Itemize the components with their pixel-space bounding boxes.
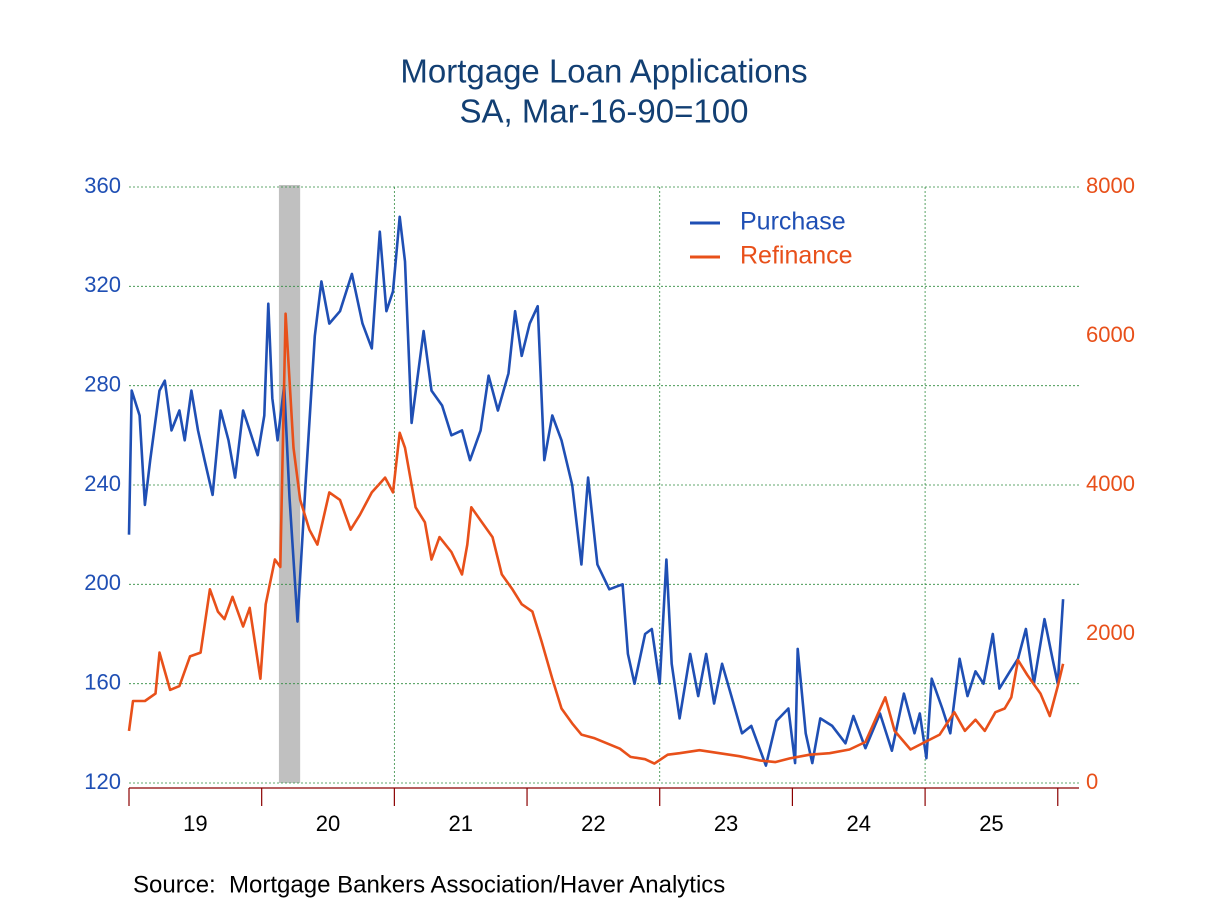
chart-subtitle: SA, Mar-16-90=100 — [460, 93, 749, 130]
x-tick-label: 22 — [581, 811, 605, 836]
x-tick-label: 19 — [183, 811, 207, 836]
y-tick-label: 360 — [84, 173, 121, 198]
y2-tick-label: 4000 — [1086, 471, 1135, 496]
x-tick-label: 25 — [979, 811, 1003, 836]
y-tick-label: 280 — [84, 371, 121, 396]
y2-tick-label: 8000 — [1086, 173, 1135, 198]
y-tick-label: 160 — [84, 669, 121, 694]
x-tick-label: 20 — [316, 811, 340, 836]
y2-tick-label: 0 — [1086, 769, 1098, 794]
data-line — [127, 215, 1065, 767]
x-tick-label: 24 — [847, 811, 871, 836]
legend-label: Refinance — [740, 242, 853, 270]
data-line — [127, 312, 1065, 765]
source-note: Source: Mortgage Bankers Association/Hav… — [133, 871, 725, 898]
y-tick-label: 320 — [84, 272, 121, 297]
chart-title: Mortgage Loan Applications — [400, 53, 807, 90]
x-tick-label: 21 — [448, 811, 472, 836]
y-tick-label: 240 — [84, 471, 121, 496]
y2-tick-label: 6000 — [1086, 322, 1135, 347]
y-tick-label: 200 — [84, 570, 121, 595]
x-tick-label: 23 — [714, 811, 738, 836]
legend-label: Purchase — [740, 208, 846, 236]
y2-tick-label: 2000 — [1086, 620, 1135, 645]
y-tick-label: 120 — [84, 769, 121, 794]
